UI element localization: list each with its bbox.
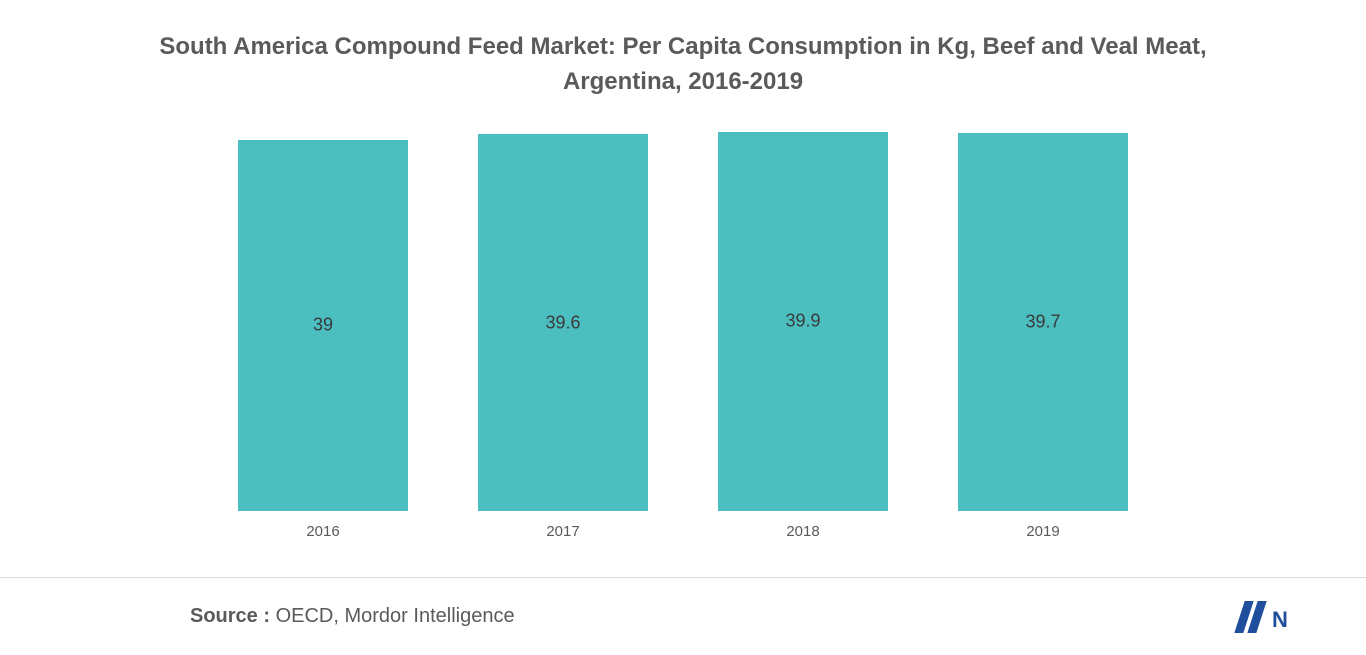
mordor-logo: N: [1228, 597, 1306, 637]
bar-value-2: 39.9: [785, 311, 820, 332]
bar-group-2: 39.9 2018: [718, 132, 888, 540]
bar-2: 39.9: [718, 132, 888, 511]
mordor-logo-icon: N: [1228, 597, 1306, 637]
x-label-3: 2019: [1026, 523, 1059, 540]
chart-plot-area: 39 2016 39.6 2017 39.9 2018 39.7 2019: [40, 120, 1326, 540]
x-label-0: 2016: [306, 523, 339, 540]
source-label: Source :: [190, 605, 270, 627]
svg-text:N: N: [1272, 607, 1288, 632]
bar-3: 39.7: [958, 133, 1128, 510]
bar-value-1: 39.6: [545, 312, 580, 333]
chart-title: South America Compound Feed Market: Per …: [40, 0, 1326, 120]
chart-footer: Source : OECD, Mordor Intelligence N: [0, 577, 1366, 655]
bar-value-0: 39: [313, 315, 333, 336]
bar-value-3: 39.7: [1025, 312, 1060, 333]
source-citation: Source : OECD, Mordor Intelligence: [190, 605, 515, 628]
x-label-2: 2018: [786, 523, 819, 540]
chart-container: South America Compound Feed Market: Per …: [0, 0, 1366, 655]
bar-group-3: 39.7 2019: [958, 133, 1128, 539]
bar-group-0: 39 2016: [238, 140, 408, 540]
source-text: OECD, Mordor Intelligence: [276, 605, 515, 627]
bar-0: 39: [238, 140, 408, 511]
x-label-1: 2017: [546, 523, 579, 540]
bar-group-1: 39.6 2017: [478, 134, 648, 539]
bar-1: 39.6: [478, 134, 648, 510]
